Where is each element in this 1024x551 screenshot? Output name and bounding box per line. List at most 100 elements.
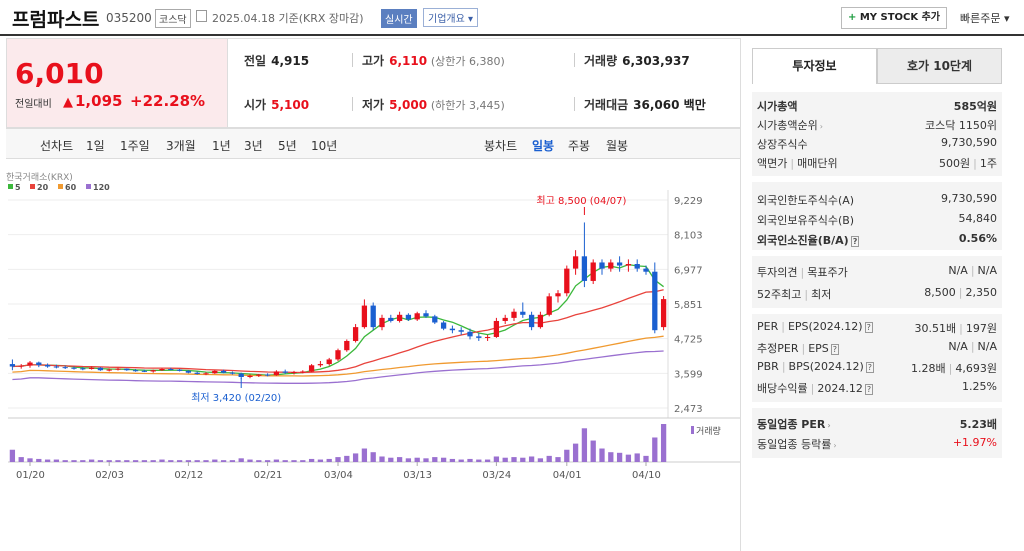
divider (574, 97, 575, 111)
add-mystock-button[interactable]: + MY STOCK 추가 (841, 7, 947, 29)
stock-code: 035200 (106, 11, 152, 25)
opinion-label: 투자의견 (757, 266, 797, 279)
volume-bar (564, 450, 569, 462)
stat-open-label: 시가 (244, 98, 266, 112)
candle-body (555, 293, 560, 296)
ind-per-label: 동일업종 PER (757, 418, 825, 431)
pbr-row: PBR | BPS(2024.12)? 1.28배 | 4,693원 (757, 360, 997, 373)
mktcap-section: 시가총액 585억원 시가총액순위 › 코스닥 1150위 상장주식수 9,730,59… (752, 92, 1002, 176)
period-10y[interactable]: 10년 (311, 137, 337, 154)
volume-bar (529, 456, 534, 462)
shares-value: 9,730,590 (941, 136, 997, 149)
mktcap-label: 시가총액 (757, 100, 797, 113)
volume-bar (371, 452, 376, 462)
candle-body (573, 256, 578, 268)
candle-monthly[interactable]: 월봉 (606, 137, 628, 154)
pipe-separator: | (804, 288, 808, 301)
candle-body (142, 371, 147, 372)
period-5y[interactable]: 5년 (278, 137, 297, 154)
volume-bar (98, 460, 103, 462)
volume-bar (344, 456, 349, 462)
foreign-limit-value: 9,730,590 (941, 192, 997, 205)
corp-overview-dropdown[interactable]: 기업개요 ▾ (423, 8, 478, 27)
candle-body (511, 312, 516, 318)
help-icon[interactable]: ? (831, 344, 839, 355)
ma-legend-label: 20 (37, 183, 49, 192)
volume-bar (27, 458, 32, 462)
candle-body (388, 318, 393, 321)
candle-body (582, 256, 587, 281)
realtime-button[interactable]: 실시간 (381, 9, 417, 28)
period-1y[interactable]: 1년 (212, 137, 231, 154)
volume-bar (159, 460, 164, 462)
volume-legend-swatch (691, 426, 694, 434)
stat-volume: 거래량 6,303,937 (584, 52, 690, 69)
candle-body (256, 375, 261, 376)
candle-body (265, 375, 270, 376)
stat-amount: 거래대금 36,060 백만 (584, 96, 706, 113)
candle-chart-label: 봉차트 (484, 137, 517, 154)
period-1d[interactable]: 1일 (86, 137, 105, 154)
help-icon[interactable]: ? (851, 236, 860, 247)
volume-bar (599, 449, 604, 462)
ma-legend-swatch (8, 184, 13, 189)
candle-body (379, 318, 384, 327)
period-1w[interactable]: 1주일 (120, 137, 150, 154)
volume-bar (115, 460, 120, 462)
min-annotation: 최저 3,420 (02/20) (191, 392, 281, 404)
add-mystock-label: MY STOCK 추가 (860, 12, 940, 23)
diff-label: 전일대비 (15, 95, 52, 110)
help-icon[interactable]: ? (865, 322, 873, 333)
x-tick-label: 02/03 (95, 470, 124, 481)
target-value: N/A (978, 264, 997, 277)
volume-bar (652, 437, 657, 462)
volume-bar (432, 457, 437, 462)
volume-bar (133, 460, 138, 462)
price-stats: 전일 4,915 고가 6,110 (상한가 6,380) 거래량 6,303,937… (228, 38, 740, 128)
candle-body (626, 264, 631, 266)
chevron-right-icon: › (833, 441, 836, 450)
dividend-date: 2024.12 (817, 382, 863, 395)
candlestick-chart[interactable]: 한국거래소(KRX)5 20 60 120 9,229 8,103 6,977 5,851 4,… (6, 160, 740, 551)
quick-order-dropdown[interactable]: 빠른주문 ▾ (960, 10, 1010, 26)
help-icon[interactable]: ? (865, 384, 873, 395)
industry-section: 동일업종 PER › 5.23배 동일업종 등락률 › +1.97% (752, 408, 1002, 458)
volume-bar (230, 460, 235, 462)
candle-body (362, 306, 367, 328)
volume-bar (291, 460, 296, 462)
tab-invest-info[interactable]: 투자정보 (752, 48, 877, 84)
volume-bar (10, 450, 15, 462)
candle-daily[interactable]: 일봉 (532, 137, 554, 154)
ind-per-value: 5.23배 (960, 416, 997, 432)
volume-bar (151, 460, 156, 462)
volume-bar (582, 428, 587, 462)
period-3y[interactable]: 3년 (244, 137, 263, 154)
pipe-separator: | (971, 264, 975, 277)
volume-bar (476, 460, 481, 462)
candle-weekly[interactable]: 주봉 (568, 137, 590, 154)
candle-body (107, 370, 112, 371)
unit-value: 1주 (980, 157, 997, 170)
volume-bar (335, 457, 340, 462)
volume-bar (63, 460, 68, 462)
pbr-label: PBR (757, 360, 779, 373)
up-triangle-icon: ▲ (63, 95, 73, 110)
y-tick-label: 6,977 (674, 265, 703, 276)
stat-volume-label: 거래량 (584, 54, 617, 68)
x-tick-label: 03/04 (324, 470, 353, 481)
info-tabs: 투자정보 호가 10단계 (752, 48, 1002, 84)
plus-icon: + (848, 12, 856, 23)
foreign-hold-value: 54,840 (959, 212, 998, 225)
rank-value: 코스닥 1150위 (925, 117, 997, 133)
candle-body (599, 262, 604, 268)
face-unit-values: 500원 | 1주 (939, 155, 997, 171)
period-3m[interactable]: 3개월 (166, 137, 196, 154)
eper-value: N/A (948, 340, 967, 353)
help-icon[interactable]: ? (866, 362, 874, 373)
tab-orderbook[interactable]: 호가 10단계 (877, 48, 1002, 84)
y-tick-label: 3,599 (674, 369, 703, 380)
x-tick-label: 01/20 (16, 470, 45, 481)
candle-body (19, 366, 24, 367)
candle-body (168, 369, 173, 370)
pipe-separator: | (959, 286, 963, 299)
